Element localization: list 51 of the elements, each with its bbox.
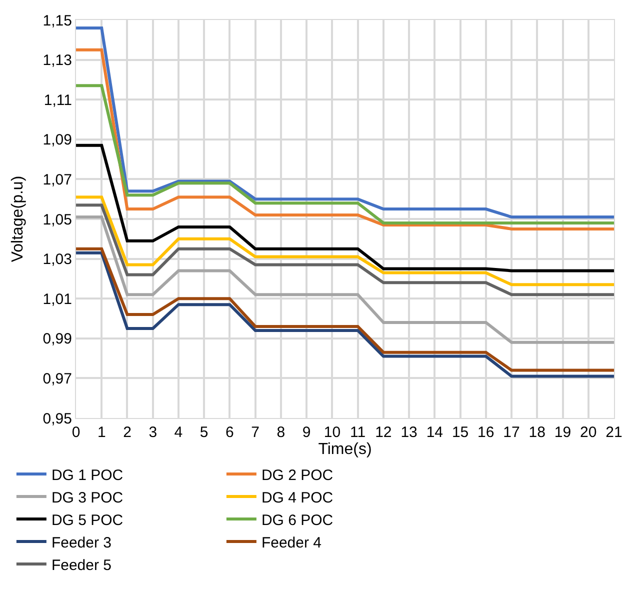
x-tick-label: 5	[200, 424, 208, 441]
line-series	[76, 216, 614, 344]
line-series	[76, 26, 614, 219]
line-series	[76, 84, 614, 224]
legend-label: DG 1 POC	[51, 466, 124, 484]
x-tick-label: 16	[478, 424, 494, 441]
x-tick-label: 18	[528, 424, 546, 441]
x-tick-label: 14	[426, 424, 444, 441]
x-tick-label: 12	[375, 424, 392, 441]
y-axis-title: Voltage(p.u)	[10, 176, 27, 262]
legend-label: DG 4 POC	[261, 489, 334, 506]
y-tick-label: 1,15	[42, 12, 72, 30]
x-tick-label: 6	[226, 424, 234, 441]
y-tick-label: 1,09	[42, 132, 72, 149]
y-tick-label: 1,03	[42, 251, 72, 268]
x-tick-label: 7	[251, 424, 260, 441]
x-axis-title: Time(s)	[318, 441, 372, 458]
line-series	[76, 204, 614, 296]
y-tick-label: 1,01	[42, 290, 72, 308]
line-series	[76, 196, 614, 286]
legend-label: DG 6 POC	[261, 512, 334, 529]
x-tick-label: 13	[400, 424, 418, 441]
x-tick-label: 4	[174, 424, 183, 441]
legend-label: Feeder 5	[51, 556, 112, 574]
x-tick-label: 19	[554, 424, 572, 441]
line-series	[76, 48, 614, 230]
x-tick-label: 9	[302, 424, 311, 441]
y-tick-label: 0,99	[42, 330, 72, 348]
y-tick-label: 1,13	[42, 52, 72, 70]
x-tick-label: 21	[606, 424, 622, 441]
x-tick-label: 17	[503, 424, 520, 441]
legend-label: DG 3 POC	[51, 489, 124, 506]
y-tick-label: 1,07	[42, 171, 72, 188]
x-tick-label: 2	[123, 424, 132, 441]
legend-label: Feeder 4	[261, 534, 322, 552]
x-tick-label: 10	[324, 424, 341, 441]
x-tick-label: 20	[580, 424, 597, 441]
x-tick-label: 8	[276, 424, 286, 441]
y-tick-label: 0,97	[42, 370, 72, 388]
legend-label: Feeder 3	[51, 534, 112, 552]
legend-label: DG 2 POC	[261, 466, 334, 484]
x-tick-label: 15	[452, 424, 469, 441]
x-tick-label: 0	[72, 424, 80, 441]
x-tick-label: 1	[97, 424, 106, 441]
x-tick-label: 3	[148, 424, 158, 441]
y-tick-label: 0,95	[42, 410, 72, 428]
legend-label: DG 5 POC	[51, 512, 124, 529]
y-tick-label: 1,05	[42, 211, 72, 228]
line-series	[76, 144, 614, 272]
x-tick-label: 11	[350, 424, 366, 441]
y-tick-label: 1,11	[44, 92, 72, 109]
